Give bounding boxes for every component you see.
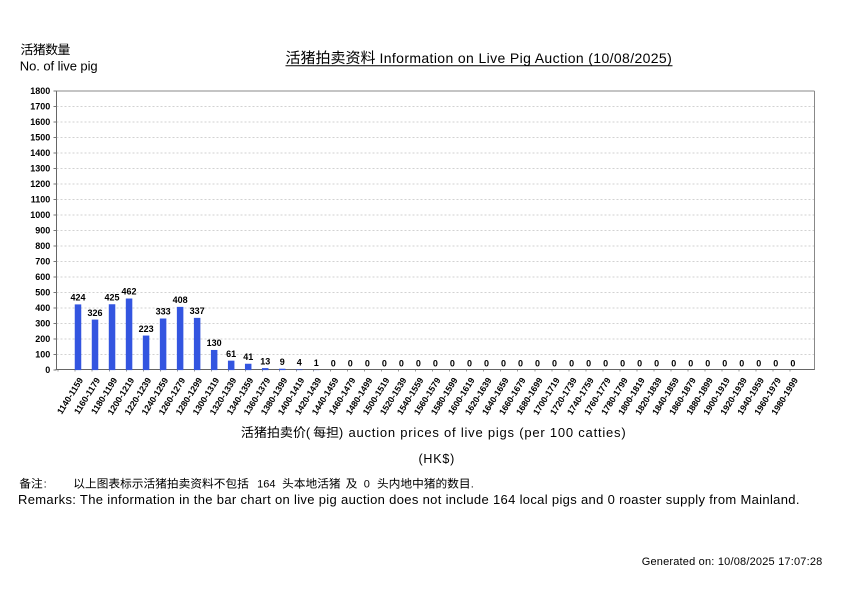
svg-text:(: (	[306, 425, 311, 440]
svg-text:1500: 1500	[30, 133, 50, 143]
svg-text:0: 0	[433, 358, 438, 368]
svg-text:100: 100	[35, 350, 50, 360]
svg-text:Generated on: 10/08/2025 17:07: Generated on: 10/08/2025 17:07:28	[642, 556, 823, 568]
svg-text:0: 0	[382, 358, 387, 368]
svg-text:auction prices of live pigs (p: auction prices of live pigs (per 100 cat…	[349, 425, 627, 440]
svg-text:333: 333	[156, 307, 171, 317]
svg-text:0: 0	[586, 358, 591, 368]
svg-text:425: 425	[105, 292, 120, 302]
svg-text:): )	[339, 425, 344, 440]
svg-text:0: 0	[773, 358, 778, 368]
svg-text:(HK$): (HK$)	[418, 452, 455, 466]
svg-text:500: 500	[35, 288, 50, 298]
svg-text:0: 0	[364, 479, 370, 491]
svg-text:462: 462	[122, 287, 137, 297]
svg-text:1100: 1100	[31, 195, 51, 205]
svg-text:0: 0	[637, 358, 642, 368]
svg-text:41: 41	[243, 352, 253, 362]
svg-text:1200: 1200	[30, 179, 50, 189]
svg-text:0: 0	[688, 358, 693, 368]
svg-text:400: 400	[35, 303, 50, 313]
svg-text:0: 0	[671, 358, 676, 368]
svg-text:Information on Live Pig Auctio: Information on Live Pig Auction (10/08/2…	[380, 50, 673, 66]
svg-text:424: 424	[70, 293, 85, 303]
svg-text:No. of live pig: No. of live pig	[20, 59, 98, 74]
svg-text:900: 900	[35, 226, 50, 236]
svg-text:0: 0	[450, 358, 455, 368]
svg-text::: :	[44, 479, 47, 491]
svg-text:1400: 1400	[30, 148, 50, 158]
svg-text:9: 9	[280, 357, 285, 367]
svg-text:1700: 1700	[30, 102, 50, 112]
svg-text:0: 0	[603, 358, 608, 368]
svg-text:0: 0	[399, 358, 404, 368]
svg-text:1000: 1000	[30, 210, 50, 220]
svg-text:0: 0	[654, 358, 659, 368]
svg-text:300: 300	[35, 319, 50, 329]
svg-text:0: 0	[722, 358, 727, 368]
svg-text:0: 0	[416, 358, 421, 368]
svg-text:0: 0	[518, 358, 523, 368]
svg-text:223: 223	[139, 324, 154, 334]
svg-text:0: 0	[348, 358, 353, 368]
svg-text:0: 0	[501, 358, 506, 368]
svg-text:0: 0	[620, 358, 625, 368]
svg-text:130: 130	[207, 338, 222, 348]
svg-text:1600: 1600	[30, 117, 50, 127]
svg-text:200: 200	[35, 334, 50, 344]
svg-text:.: .	[471, 479, 474, 491]
svg-text:4: 4	[297, 358, 302, 368]
svg-text:0: 0	[552, 358, 557, 368]
svg-text:700: 700	[35, 257, 50, 267]
svg-text:1300: 1300	[30, 164, 50, 174]
svg-text:0: 0	[535, 358, 540, 368]
svg-text:164: 164	[257, 479, 275, 491]
svg-text:0: 0	[331, 358, 336, 368]
svg-text:0: 0	[569, 358, 574, 368]
svg-text:0: 0	[705, 358, 710, 368]
svg-text:326: 326	[88, 308, 103, 318]
svg-text:0: 0	[739, 358, 744, 368]
svg-text:408: 408	[173, 295, 188, 305]
svg-text:Remarks: The information in th: Remarks: The information in the bar char…	[18, 492, 800, 507]
svg-text:0: 0	[365, 358, 370, 368]
svg-text:0: 0	[45, 365, 50, 375]
svg-text:13: 13	[260, 356, 270, 366]
svg-text:0: 0	[467, 358, 472, 368]
svg-text:800: 800	[35, 241, 50, 251]
svg-text:1800: 1800	[30, 86, 50, 96]
svg-text:0: 0	[790, 358, 795, 368]
svg-text:337: 337	[190, 306, 205, 316]
svg-text:600: 600	[35, 272, 50, 282]
svg-text:1: 1	[314, 358, 319, 368]
svg-text:0: 0	[756, 358, 761, 368]
svg-text:0: 0	[484, 358, 489, 368]
svg-text:61: 61	[226, 349, 236, 359]
